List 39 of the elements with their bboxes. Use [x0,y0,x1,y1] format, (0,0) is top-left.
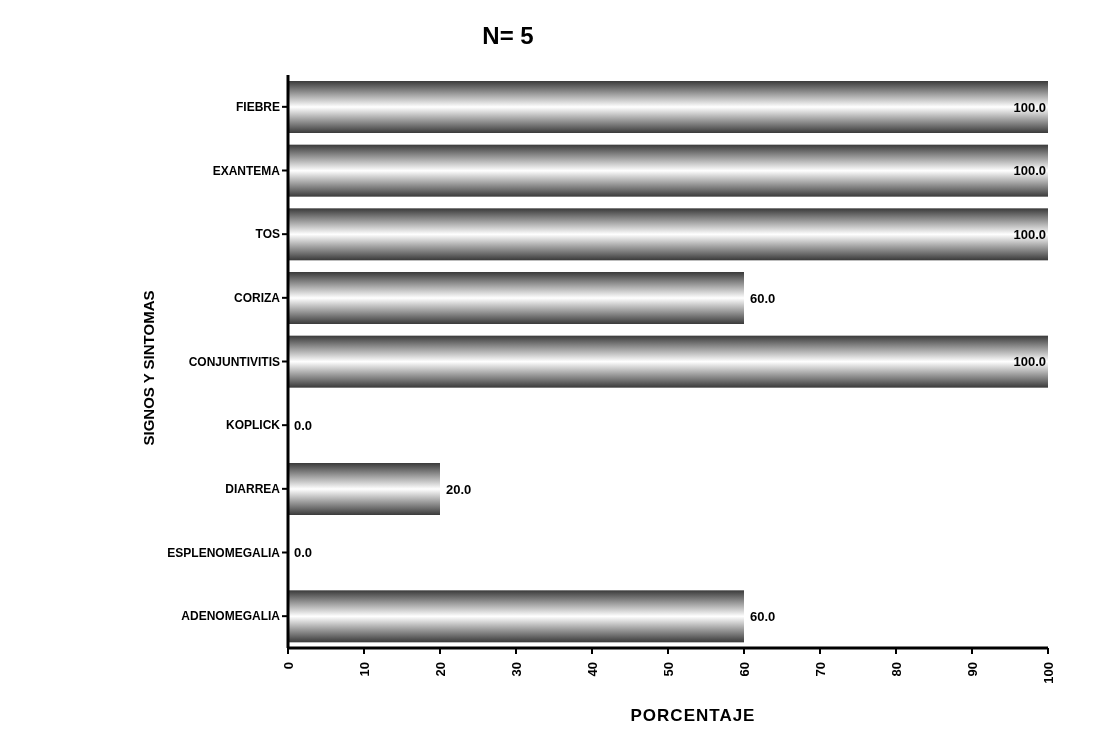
x-tick-label: 10 [356,662,372,677]
x-tick-label: 30 [508,662,524,677]
data-label: 20.0 [446,481,472,497]
bar [288,208,1048,261]
x-tick-label: 80 [888,662,904,677]
chart-title: N= 5 [481,22,535,50]
bar [288,335,1048,388]
y-tick-label: TOS [255,227,280,242]
bar [288,144,1048,197]
y-tick-label: CONJUNTIVITIS [188,354,280,369]
x-tick-label: 70 [812,662,828,677]
y-tick-label: KOPLICK [226,418,281,433]
data-label: 100.0 [1013,99,1046,115]
data-label: 100.0 [1013,354,1046,370]
y-tick-label: ESPLENOMEGALIA [167,545,281,560]
x-tick-label: 50 [660,662,676,677]
data-label: 60.0 [750,290,776,306]
data-label: 0.0 [294,417,313,433]
bar [288,272,744,324]
data-label: 60.0 [750,608,776,624]
data-label: 100.0 [1013,226,1046,242]
y-tick-label: EXANTEMA [212,163,281,178]
x-axis-title: PORCENTAJE [629,706,757,726]
x-tick-label: 40 [584,662,600,677]
y-tick-label: CORIZA [234,291,281,306]
x-tick-label: 90 [964,662,980,677]
x-tick-label: 0 [280,662,296,670]
y-tick-label: FIEBRE [235,100,280,115]
bar [288,81,1048,133]
x-tick-label: 60 [736,662,752,677]
data-label: 100.0 [1013,163,1046,179]
y-axis-title: SIGNOS Y SINTOMAS [139,290,157,446]
bar [288,463,440,515]
y-tick-label: DIARREA [225,482,281,497]
data-label: 0.0 [294,545,313,561]
x-tick-label: 100 [1040,662,1056,684]
x-tick-label: 20 [432,662,448,677]
y-tick-label: ADENOMEGALIA [181,609,281,624]
bar [288,590,744,643]
